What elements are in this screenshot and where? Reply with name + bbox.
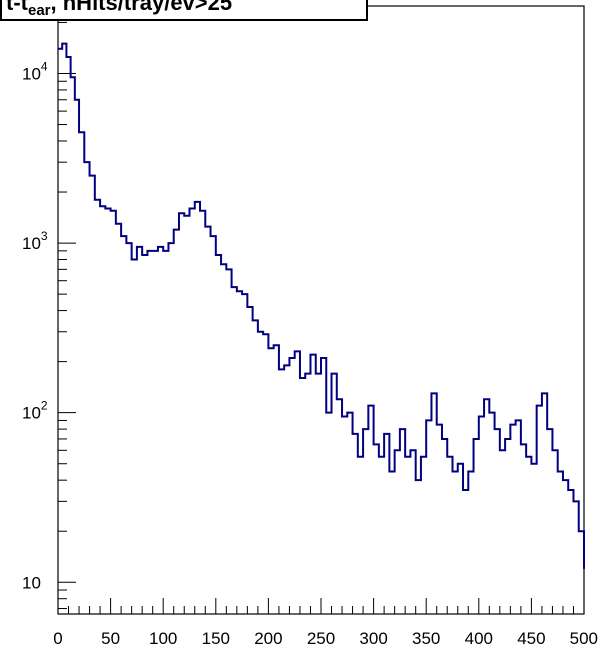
title-main: t-t: [6, 0, 28, 15]
y-tick-exponent: 4: [41, 59, 48, 73]
y-tick-label: 103: [22, 229, 48, 253]
x-tick-label: 150: [202, 629, 230, 648]
plot-frame: [57, 5, 585, 615]
y-tick-label: 10: [22, 573, 41, 592]
minor-ticks: [58, 21, 574, 614]
y-tick-label: 104: [22, 59, 48, 83]
y-tick-label: 102: [22, 399, 48, 423]
x-tick-label: 350: [412, 629, 440, 648]
x-tick-label: 500: [570, 629, 598, 648]
title-rest: , nHits/tray/ev>25: [50, 0, 233, 15]
x-tick-label: 400: [465, 629, 493, 648]
y-axis: 10 102 103 104: [22, 59, 76, 592]
title-subscript: ear: [27, 2, 51, 19]
x-tick-label: 200: [254, 629, 282, 648]
x-tick-label: 250: [307, 629, 335, 648]
x-tick-label: 450: [517, 629, 545, 648]
histogram-line: [58, 42, 585, 569]
x-tick-label: 50: [101, 629, 120, 648]
x-axis: 0 50 100 150 200 250 300 350 400 450 500: [53, 598, 598, 648]
y-tick-exponent: 2: [41, 399, 48, 413]
x-tick-label: 100: [149, 629, 177, 648]
x-tick-label: 300: [359, 629, 387, 648]
y-tick-exponent: 3: [41, 229, 48, 243]
chart-title: t-tear, nHits/tray/ev>25: [0, 0, 368, 21]
x-tick-label: 0: [53, 629, 62, 648]
